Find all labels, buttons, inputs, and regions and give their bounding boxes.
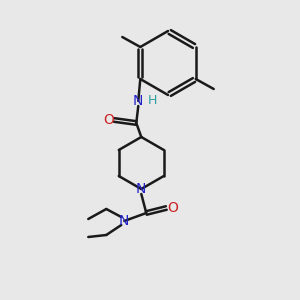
Text: O: O: [103, 113, 114, 127]
Text: H: H: [148, 94, 157, 107]
Text: N: N: [136, 182, 146, 196]
Text: N: N: [119, 214, 130, 228]
Text: N: N: [133, 94, 143, 108]
Text: O: O: [167, 201, 178, 215]
